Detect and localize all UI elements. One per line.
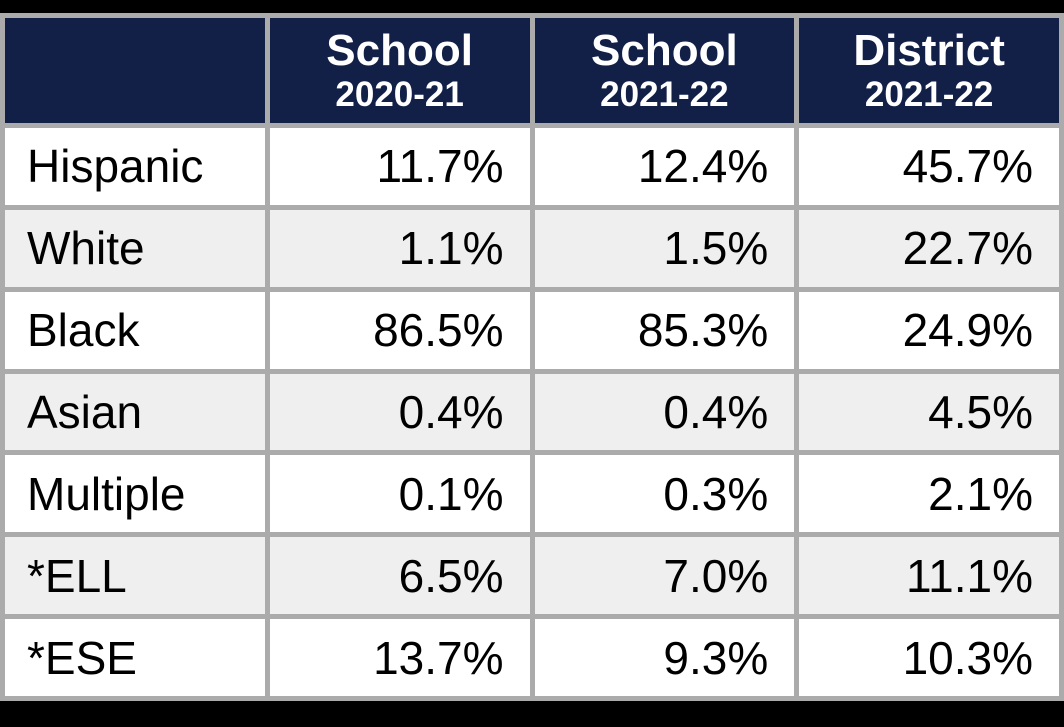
header-title: District bbox=[853, 25, 1005, 75]
value-cell: 22.7% bbox=[794, 204, 1064, 292]
value-cell: 0.4% bbox=[264, 368, 535, 456]
value-cell: 11.1% bbox=[794, 532, 1064, 620]
table-body: Hispanic 11.7% 12.4% 45.7% White 1.1% 1.… bbox=[0, 123, 1064, 701]
table-row-black: Black 86.5% 85.3% 24.9% bbox=[0, 286, 1064, 374]
value-cell: 0.4% bbox=[529, 368, 800, 456]
value-cell: 7.0% bbox=[529, 532, 800, 620]
value-cell: 4.5% bbox=[794, 368, 1064, 456]
row-label: Hispanic bbox=[0, 123, 270, 210]
value-cell: 1.5% bbox=[529, 204, 800, 292]
value-cell: 6.5% bbox=[264, 532, 535, 620]
header-cell-district-2021-22: District 2021-22 bbox=[794, 13, 1064, 128]
value-cell: 0.3% bbox=[529, 450, 800, 538]
table-header: School 2020-21 School 2021-22 District 2… bbox=[0, 13, 1064, 128]
table-row-multiple: Multiple 0.1% 0.3% 2.1% bbox=[0, 450, 1064, 538]
row-label: White bbox=[0, 204, 270, 292]
header-year: 2020-21 bbox=[335, 75, 464, 114]
row-label: Black bbox=[0, 286, 270, 374]
demographics-table: School 2020-21 School 2021-22 District 2… bbox=[0, 13, 1064, 701]
row-label: Multiple bbox=[0, 450, 270, 538]
value-cell: 86.5% bbox=[264, 286, 535, 374]
value-cell: 12.4% bbox=[529, 123, 800, 210]
row-label: *ESE bbox=[0, 614, 270, 701]
row-label: Asian bbox=[0, 368, 270, 456]
table-row-asian: Asian 0.4% 0.4% 4.5% bbox=[0, 368, 1064, 456]
header-title: School bbox=[591, 25, 738, 75]
table-container: School 2020-21 School 2021-22 District 2… bbox=[0, 13, 1064, 701]
table-row-ell: *ELL 6.5% 7.0% 11.1% bbox=[0, 532, 1064, 620]
value-cell: 0.1% bbox=[264, 450, 535, 538]
value-cell: 10.3% bbox=[794, 614, 1064, 701]
value-cell: 24.9% bbox=[794, 286, 1064, 374]
header-cell-school-2021-22: School 2021-22 bbox=[529, 13, 800, 128]
value-cell: 13.7% bbox=[264, 614, 535, 701]
table-row-hispanic: Hispanic 11.7% 12.4% 45.7% bbox=[0, 123, 1064, 210]
value-cell: 9.3% bbox=[529, 614, 800, 701]
header-title: School bbox=[326, 25, 473, 75]
table-row-ese: *ESE 13.7% 9.3% 10.3% bbox=[0, 614, 1064, 701]
table-row-white: White 1.1% 1.5% 22.7% bbox=[0, 204, 1064, 292]
header-year: 2021-22 bbox=[864, 75, 994, 114]
header-cell-empty bbox=[0, 13, 270, 128]
value-cell: 45.7% bbox=[794, 123, 1064, 210]
value-cell: 2.1% bbox=[794, 450, 1064, 538]
value-cell: 11.7% bbox=[264, 123, 535, 210]
row-label: *ELL bbox=[0, 532, 270, 620]
header-row: School 2020-21 School 2021-22 District 2… bbox=[0, 13, 1064, 128]
value-cell: 85.3% bbox=[529, 286, 800, 374]
value-cell: 1.1% bbox=[264, 204, 535, 292]
header-year: 2021-22 bbox=[600, 75, 729, 114]
header-cell-school-2020-21: School 2020-21 bbox=[264, 13, 535, 128]
